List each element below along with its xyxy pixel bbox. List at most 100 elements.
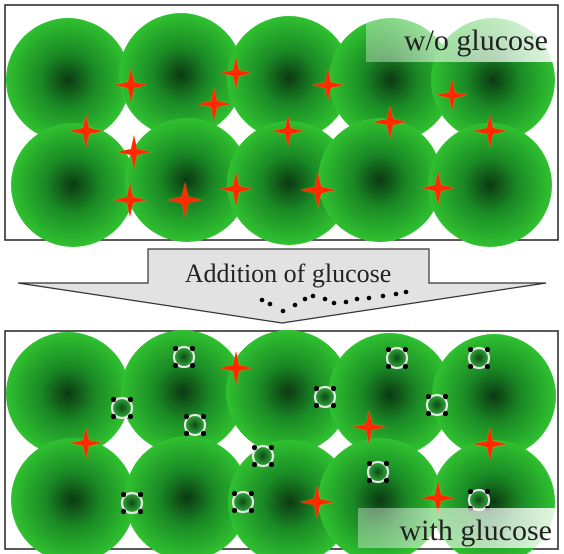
bead-dot — [189, 345, 196, 352]
bead-dot — [383, 460, 390, 467]
glucose-dot — [380, 293, 386, 299]
bottom-panel-beads — [110, 345, 491, 515]
red-star-icon — [352, 410, 386, 444]
red-star-icon — [113, 183, 147, 217]
bead-ring — [425, 393, 449, 417]
bead-dot — [268, 444, 275, 451]
glucose-dot — [310, 293, 316, 299]
bead-core-icon — [186, 416, 204, 434]
bead-core-icon — [175, 348, 193, 366]
bottom-panel-stars — [70, 351, 507, 519]
bead-core-icon — [234, 493, 252, 511]
red-star-icon — [70, 427, 102, 459]
red-star-icon — [117, 135, 151, 169]
bead-ring — [366, 460, 390, 484]
bead-dot — [127, 396, 134, 403]
red-star-icon — [421, 481, 455, 515]
bead-dot — [200, 430, 207, 437]
bead-dot — [442, 393, 449, 400]
cell-sphere — [6, 18, 130, 142]
red-star-icon — [436, 79, 468, 111]
bead-dot — [110, 413, 117, 420]
red-star-icon — [473, 427, 507, 461]
bead-dot — [385, 363, 392, 370]
cell-sphere — [428, 123, 552, 247]
red-star-icon — [197, 87, 231, 121]
bead-dot — [402, 363, 409, 370]
glucose-dot — [280, 308, 286, 314]
glucose-dot — [393, 291, 399, 297]
cell-sphere — [11, 438, 135, 554]
bead-dot — [425, 393, 432, 400]
glucose-dot — [259, 297, 265, 303]
bead-dot — [313, 402, 320, 409]
bead-ring — [385, 346, 409, 370]
top-panel-label: w/o glucose — [404, 24, 548, 57]
cell-sphere — [11, 123, 135, 247]
cell-sphere — [121, 330, 245, 454]
cell-sphere — [432, 334, 556, 458]
red-star-icon — [473, 114, 507, 148]
glucose-dot — [331, 300, 337, 306]
top-label-backdrop — [366, 12, 556, 62]
bead-core-icon — [254, 447, 272, 465]
red-star-icon — [272, 115, 304, 147]
glucose-dot — [403, 289, 409, 295]
glucose-dot — [292, 302, 298, 308]
red-star-icon — [373, 105, 407, 139]
bead-dot — [172, 345, 179, 352]
bead-dot — [248, 507, 255, 514]
glucose-dot — [366, 295, 372, 301]
bead-dot — [231, 490, 238, 497]
bead-dot — [425, 410, 432, 417]
bead-dot — [172, 362, 179, 369]
bead-dot — [183, 430, 190, 437]
bead-core-icon — [470, 349, 488, 367]
bead-dot — [383, 477, 390, 484]
bead-dot — [385, 346, 392, 353]
bead-core-icon — [113, 399, 131, 417]
bead-dot — [330, 402, 337, 409]
glucose-dot — [343, 299, 349, 305]
bead-dot — [231, 507, 238, 514]
bead-dot — [467, 363, 474, 370]
cell-sphere — [226, 330, 350, 454]
bead-ring — [467, 346, 491, 370]
bead-ring — [231, 490, 255, 514]
red-star-icon — [219, 351, 253, 385]
bead-core-icon — [369, 463, 387, 481]
bead-dot — [402, 346, 409, 353]
bead-ring — [313, 385, 337, 409]
arrow-label: Addition of glucose — [185, 259, 392, 288]
bottom-label-backdrop — [358, 508, 556, 548]
bead-core-icon — [428, 396, 446, 414]
addition-arrow — [17, 248, 547, 324]
red-star-icon — [69, 114, 103, 148]
bead-dot — [120, 508, 127, 515]
bead-dot — [330, 385, 337, 392]
bead-ring — [251, 444, 275, 468]
red-star-icon — [114, 68, 148, 102]
bead-dot — [200, 413, 207, 420]
bead-dot — [467, 488, 474, 495]
bead-core-icon — [388, 349, 406, 367]
cell-sphere — [125, 436, 249, 554]
bead-core-icon — [123, 494, 141, 512]
red-star-icon — [220, 57, 252, 89]
red-star-icon — [300, 172, 336, 208]
bead-dot — [248, 490, 255, 497]
bead-dot — [484, 488, 491, 495]
red-star-icon — [219, 172, 253, 206]
red-star-icon — [300, 485, 334, 519]
cell-sphere — [227, 16, 351, 140]
glucose-dot — [322, 296, 328, 302]
bead-ring — [183, 413, 207, 437]
bead-dot — [189, 362, 196, 369]
bead-dot — [110, 396, 117, 403]
bottom-panel-cells — [6, 330, 556, 554]
bead-ring — [110, 396, 134, 420]
red-star-icon — [421, 171, 455, 205]
cell-sphere — [227, 121, 351, 245]
bead-dot — [137, 491, 144, 498]
